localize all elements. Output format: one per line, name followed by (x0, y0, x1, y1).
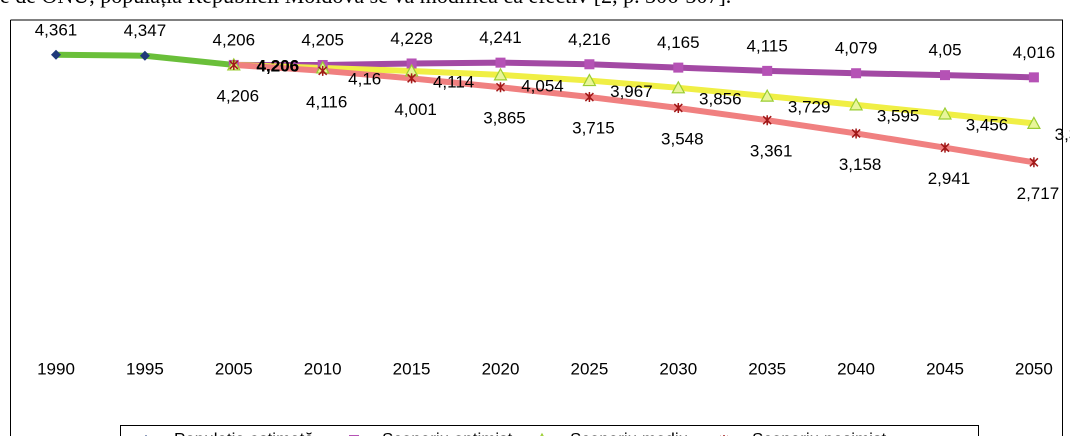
marker (582, 73, 597, 87)
marker (1028, 72, 1039, 83)
data-label: 2,717 (1017, 184, 1060, 203)
x-tick-label: 2035 (748, 359, 786, 378)
data-label: 4,347 (124, 21, 167, 40)
series-line (233, 59, 1034, 81)
data-label: 4,165 (657, 33, 700, 52)
data-label: 4,206 (213, 30, 256, 49)
data-label: 4,206 (217, 86, 260, 105)
document-text: e de ONU, populația Republicii Moldova s… (0, 0, 731, 8)
legend-label: Scenariu optimist (382, 429, 513, 436)
data-label: 4,016 (1013, 43, 1056, 62)
marker (495, 82, 506, 93)
x-tick-label: 2020 (482, 359, 520, 378)
data-label: 3,729 (788, 98, 831, 117)
marker (229, 59, 239, 70)
data-label: 4,079 (835, 39, 878, 58)
data-label: 3,312 (1055, 125, 1070, 144)
marker (851, 128, 861, 139)
x-tick-label: 2040 (837, 359, 875, 378)
series-line (233, 61, 1035, 127)
x-tick-label: 2005 (215, 359, 253, 378)
x-tick-label: 2010 (304, 359, 342, 378)
marker (318, 65, 328, 76)
marker (584, 92, 594, 103)
x-tick-label: 2030 (659, 359, 697, 378)
data-label: 3,548 (661, 129, 704, 148)
x-tick-label: 2050 (1015, 359, 1053, 378)
marker (849, 97, 864, 111)
data-label: 4,206 (257, 56, 300, 75)
marker (584, 59, 595, 70)
data-label: 4,116 (306, 92, 347, 111)
marker (493, 67, 508, 81)
marker (762, 65, 773, 76)
data-label: 4,206 (257, 56, 300, 75)
data-label: 3,715 (572, 119, 615, 138)
data-label: 4,205 (301, 30, 344, 49)
x-tick-label: 2025 (570, 359, 608, 378)
marker (851, 68, 862, 79)
data-label: 3,595 (877, 106, 920, 125)
data-label: 4,05 (928, 41, 961, 60)
x-tick-label: 1990 (37, 359, 75, 378)
marker (51, 49, 61, 60)
data-label: 4,114 (433, 72, 474, 91)
data-label: 3,158 (839, 155, 882, 174)
chart-frame (10, 19, 1063, 436)
x-tick-label: 2045 (926, 359, 964, 378)
marker (671, 80, 686, 94)
data-label: 4,054 (521, 76, 564, 95)
marker (673, 62, 684, 73)
legend-label: Scenariu mediu (570, 429, 688, 436)
marker (760, 88, 775, 102)
data-label: 4,241 (479, 28, 522, 47)
data-label: 3,856 (699, 89, 742, 108)
marker (940, 70, 950, 81)
data-label: 3,456 (966, 115, 1009, 134)
data-label: 3,967 (610, 82, 653, 101)
marker (762, 115, 772, 126)
legend-label: Scenariu pesimist (752, 429, 886, 436)
data-label: 4,228 (390, 29, 433, 48)
data-label: 4,216 (568, 30, 611, 49)
legend-box (120, 425, 979, 436)
marker (673, 102, 683, 113)
data-label: 2,941 (928, 169, 971, 188)
marker (406, 58, 417, 69)
marker (1026, 116, 1041, 129)
data-label: 3,865 (483, 109, 526, 128)
marker (407, 73, 417, 84)
marker (937, 106, 953, 120)
marker (1029, 157, 1039, 168)
data-label: 4,001 (394, 100, 437, 119)
x-tick-label: 2015 (393, 359, 431, 378)
series-line (233, 61, 1035, 166)
data-label: 4,361 (35, 20, 78, 39)
data-label: 4,115 (747, 36, 788, 55)
data-label: 3,361 (750, 142, 793, 161)
x-tick-label: 1995 (126, 359, 164, 378)
marker (495, 57, 506, 68)
marker (940, 142, 950, 153)
legend-label: Populația estimată (174, 429, 314, 436)
data-label: 4,16 (348, 69, 381, 88)
marker (139, 50, 150, 61)
